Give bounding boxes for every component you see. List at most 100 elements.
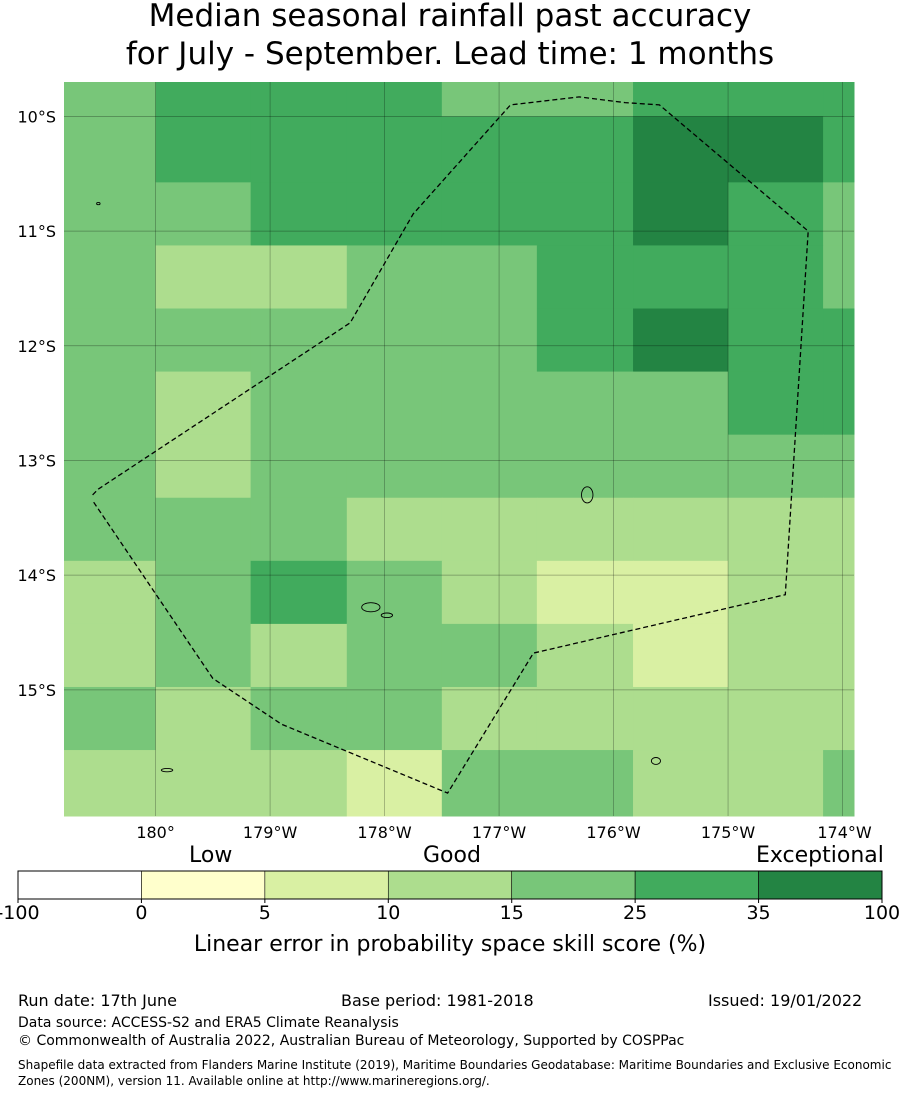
grid-cell: [536, 434, 634, 499]
grid-cell: [441, 371, 538, 436]
lon-label: 179°W: [243, 823, 298, 842]
grid-cell: [536, 497, 634, 562]
grid-cell: [728, 623, 824, 688]
colorbar-swatch: [141, 870, 266, 900]
colorbar-swatch: [387, 870, 513, 900]
grid-cell: [155, 497, 252, 562]
copyright: © Commonwealth of Australia 2022, Austra…: [18, 1033, 685, 1049]
lat-label: 11°S: [17, 222, 56, 241]
grid-cell: [155, 623, 252, 688]
grid-cell: [823, 750, 855, 817]
grid-cell: [633, 182, 729, 246]
grid-cell: [155, 245, 252, 310]
grid-cell: [346, 750, 443, 817]
grid-cell: [250, 560, 348, 625]
grid-cell: [441, 497, 538, 562]
grid-cell: [346, 623, 443, 688]
islands: [96, 201, 661, 773]
data-source: Data source: ACCESS-S2 and ERA5 Climate …: [18, 1015, 399, 1031]
grid-cell: [536, 308, 634, 373]
grid-cell: [155, 750, 252, 817]
grid-cell: [346, 371, 443, 436]
eez-boundary: [92, 96, 809, 794]
grid-cell: [633, 497, 729, 562]
grid-cell: [441, 560, 538, 625]
grid-cell: [823, 182, 855, 246]
run-date: Run date: 17th June: [18, 991, 178, 1010]
grid-cell: [250, 750, 348, 817]
grid-cell: [633, 623, 729, 688]
colorbar-tick-label: 0: [135, 902, 148, 924]
lat-label: 10°S: [17, 107, 56, 126]
grid-cell: [64, 116, 157, 183]
grid-cell: [441, 623, 538, 688]
grid-cell: [64, 82, 157, 117]
base-period: Base period: 1981-2018: [341, 991, 534, 1010]
lon-label: 177°W: [472, 823, 527, 842]
grid-cell: [728, 182, 824, 246]
grid-cell: [633, 308, 729, 373]
colorbar-swatch: [511, 870, 636, 900]
grid-cell: [536, 686, 634, 751]
grid-cell: [823, 560, 855, 625]
grid-cell: [250, 371, 348, 436]
grid-cell: [823, 116, 855, 183]
grid-cell: [441, 116, 538, 183]
colorbar-tick-label: 35: [746, 902, 771, 924]
skill-grid: [64, 82, 855, 817]
grid-cell: [441, 686, 538, 751]
grid-cell: [728, 245, 824, 310]
grid-cell: [633, 434, 729, 499]
colorbar-frame: [17, 870, 883, 900]
grid-cell: [441, 182, 538, 246]
grid-cell: [728, 497, 824, 562]
grid-cell: [346, 82, 443, 117]
lat-label: 15°S: [17, 681, 56, 700]
grid-cell: [823, 497, 855, 562]
grid-cell: [441, 308, 538, 373]
grid-cell: [823, 308, 855, 373]
grid-cell: [823, 82, 855, 117]
lon-label: 178°W: [357, 823, 412, 842]
grid-cell: [633, 560, 729, 625]
grid-cell: [536, 116, 634, 183]
grid-cell: [346, 308, 443, 373]
lon-label: 174°W: [817, 823, 872, 842]
grid-cell: [250, 497, 348, 562]
grid-cell: [64, 182, 157, 246]
grid-cell: [728, 686, 824, 751]
grid-cell: [633, 686, 729, 751]
grid-cell: [633, 82, 729, 117]
grid-cell: [728, 434, 824, 499]
map-title-line-2: for July - September. Lead time: 1 month…: [125, 36, 775, 72]
island-outline: [361, 602, 381, 613]
colorbar-tick-label: 15: [499, 902, 524, 924]
grid-cell: [346, 497, 443, 562]
grid-cell: [64, 434, 157, 499]
colorbar-tick-label: 10: [376, 902, 401, 924]
grid-cell: [346, 116, 443, 183]
grid-cell: [250, 82, 348, 117]
grid-cell: [64, 245, 157, 310]
grid-cell: [536, 750, 634, 817]
grid-cell: [536, 182, 634, 246]
grid-cell: [64, 686, 157, 751]
grid-cell: [346, 182, 443, 246]
grid-cell: [728, 560, 824, 625]
colorbar-tick-label: 25: [623, 902, 648, 924]
island-outline: [581, 486, 594, 504]
grid-cell: [633, 371, 729, 436]
colorbar-swatch: [634, 870, 759, 900]
lon-label: 176°W: [586, 823, 641, 842]
grid-cell: [250, 182, 348, 246]
grid-cell: [823, 623, 855, 688]
grid-cell: [536, 82, 634, 117]
colorbar: [17, 870, 883, 903]
grid-cell: [250, 623, 348, 688]
shapefile-credit: Shapefile data extracted from Flanders M…: [18, 1058, 892, 1088]
island-outline: [650, 757, 661, 765]
grid-cell: [346, 560, 443, 625]
grid-cell: [64, 623, 157, 688]
grid-cell: [64, 497, 157, 562]
